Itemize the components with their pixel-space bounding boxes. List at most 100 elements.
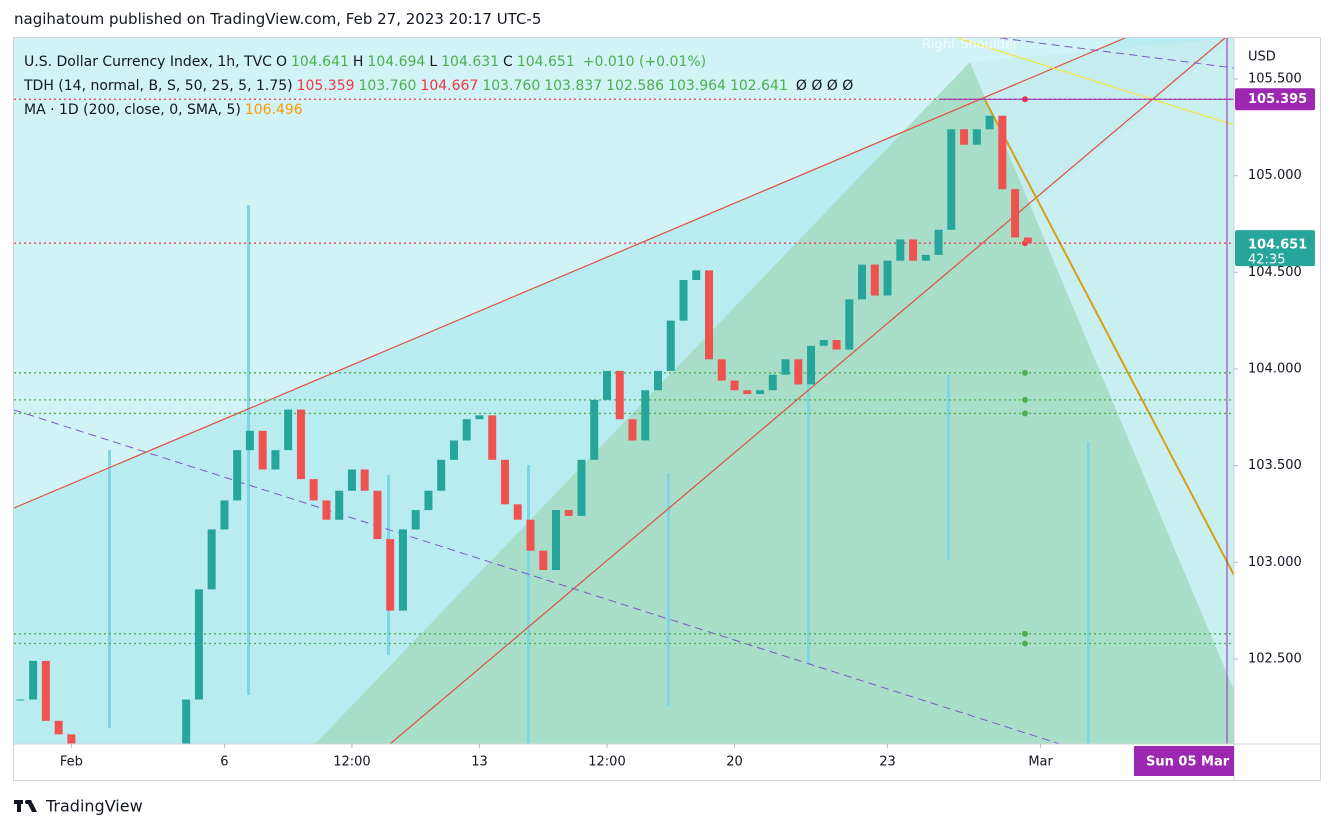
- candle-body: [628, 419, 637, 441]
- symbol: U.S. Dollar Currency Index, 1h, TVC: [24, 54, 272, 70]
- candle-body: [398, 529, 407, 611]
- candle-body: [730, 380, 739, 391]
- candle-body: [679, 280, 688, 321]
- symbol-row: U.S. Dollar Currency Index, 1h, TVC O 104.…: [24, 50, 857, 74]
- candle-body: [896, 239, 905, 261]
- candle-body: [794, 359, 803, 385]
- candle-body: [360, 469, 369, 491]
- x-tick-label: 12:00: [333, 755, 370, 770]
- level-dot: [1022, 410, 1028, 417]
- x-tick-label: Feb: [60, 755, 83, 770]
- candle-body: [743, 390, 752, 395]
- candle-body: [194, 589, 203, 700]
- candle-body: [615, 370, 624, 420]
- candle-body: [437, 459, 446, 491]
- candle-body: [539, 550, 548, 571]
- candle-body: [411, 510, 420, 530]
- ohlc-value: 104.641: [290, 54, 349, 70]
- candle-body: [921, 254, 930, 261]
- candle-body: [373, 490, 382, 540]
- candle-body: [972, 129, 981, 145]
- candle-body: [909, 239, 918, 261]
- candle-body: [296, 409, 305, 480]
- candle-body: [67, 734, 76, 744]
- candle-body: [284, 409, 293, 451]
- candle-body: [29, 660, 38, 700]
- logo: [14, 800, 37, 812]
- candle-body: [577, 459, 586, 516]
- candle-body: [998, 115, 1007, 190]
- candle-body: [705, 270, 714, 360]
- ohlc-label: L: [429, 54, 438, 70]
- candle-body: [845, 299, 854, 350]
- ma-row: MA · 1D (200, close, 0, SMA, 5) 106.496: [24, 98, 857, 122]
- change: +0.010 (+0.01%): [582, 54, 707, 70]
- candle-body: [309, 479, 318, 501]
- publisher-line: nagihatoum published on TradingView.com,…: [14, 10, 542, 28]
- price-tag: [1235, 88, 1315, 111]
- candle-body: [233, 450, 242, 501]
- countdown: 42:35: [1248, 253, 1285, 268]
- ohlc-item: C 104.651: [503, 54, 579, 70]
- date-tag: [1134, 746, 1234, 776]
- candle-body: [118, 785, 126, 786]
- candle-body: [475, 415, 484, 420]
- candle-body: [513, 504, 522, 520]
- triangle-zone: [315, 62, 1234, 744]
- indicator-empty: Ø Ø Ø Ø: [795, 78, 854, 94]
- candle-body: [245, 430, 254, 451]
- indicator-name: TDH (14, normal, B, S, 50, 25, 5, 1.75): [24, 78, 293, 94]
- candle-body: [947, 129, 956, 230]
- y-tick-label: 102.500: [1248, 651, 1302, 666]
- date-tag-label: Sun 05 Mar ': [1146, 755, 1238, 770]
- candle-body: [819, 339, 828, 346]
- lower-trendline: [389, 38, 1226, 744]
- y-tick-label: 103.500: [1248, 458, 1302, 473]
- candle-body: [462, 419, 471, 441]
- ohlc-value: 104.631: [441, 54, 500, 70]
- candle-body: [883, 260, 892, 296]
- price-tag-label: 104.651: [1248, 238, 1307, 253]
- x-tick-label: 13: [471, 755, 488, 770]
- candle-body: [590, 399, 599, 460]
- candle-body: [564, 510, 573, 516]
- ohlc-label: O: [275, 54, 287, 70]
- upper-trendline: [14, 38, 1126, 509]
- indicator-value: 102.641: [729, 78, 788, 94]
- candle-body: [488, 415, 497, 460]
- candle-body: [424, 490, 433, 511]
- candle-body: [870, 264, 879, 296]
- ohlc-label: C: [503, 54, 513, 70]
- candle-body: [960, 129, 969, 145]
- legend: U.S. Dollar Currency Index, 1h, TVC O 104.…: [24, 50, 857, 122]
- level-dot: [1022, 630, 1028, 637]
- x-tick-label: 20: [726, 755, 743, 770]
- ohlc-label: H: [352, 54, 364, 70]
- axis-unit: USD: [1248, 50, 1276, 65]
- candle-body: [858, 264, 867, 300]
- indicator-value: 103.760: [358, 78, 417, 94]
- y-tick-label: 104.500: [1248, 265, 1302, 280]
- candle-body: [602, 370, 611, 400]
- tdh-row: TDH (14, normal, B, S, 50, 25, 5, 1.75) 1…: [24, 74, 857, 98]
- dashed-line: [14, 409, 1061, 744]
- candle-body: [271, 450, 280, 470]
- x-tick-label: Mar: [1028, 755, 1053, 770]
- y-tick-label: 103.000: [1248, 555, 1302, 570]
- level-dot: [1022, 640, 1028, 647]
- candle-body: [41, 660, 50, 721]
- candle-body: [1011, 189, 1020, 238]
- price-tag-label: 105.395: [1248, 92, 1307, 107]
- footer-brand: TradingView: [45, 797, 143, 816]
- candle-body: [781, 359, 790, 375]
- drawings: Right Shoulder: [14, 38, 1234, 786]
- x-tick-label: 12:00: [588, 755, 625, 770]
- candle-body: [807, 345, 816, 385]
- candle-body: [692, 270, 701, 281]
- indicator-value: 105.359: [296, 78, 355, 94]
- candle-body: [756, 390, 765, 395]
- candle-body: [207, 529, 216, 590]
- ohlc-item: L 104.631: [429, 54, 503, 70]
- candle-body: [386, 539, 395, 611]
- indicator-value: 106.496: [244, 102, 303, 118]
